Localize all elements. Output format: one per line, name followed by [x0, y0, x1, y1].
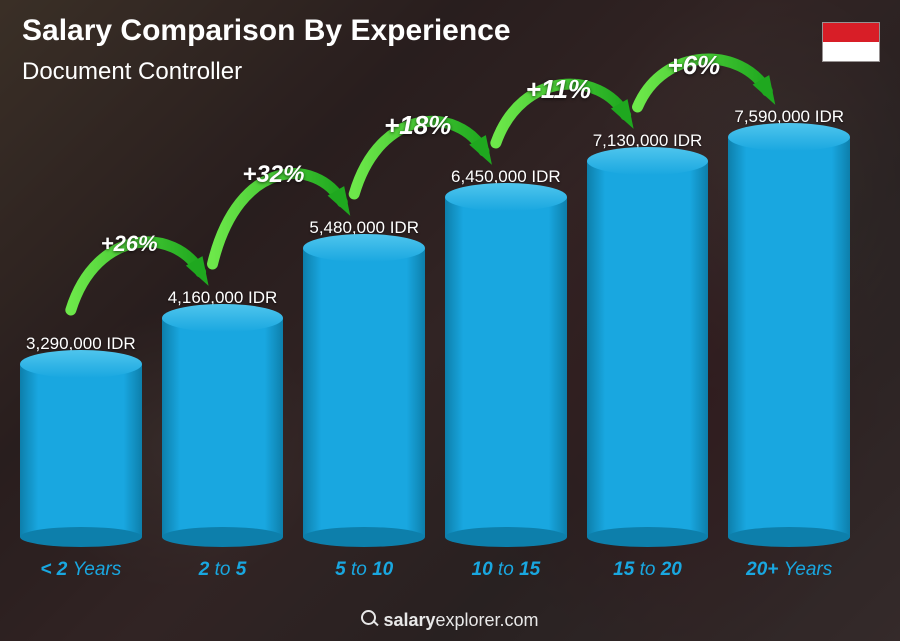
country-flag-indonesia	[822, 22, 880, 62]
bar-chart: 3,290,000 IDR< 2 Years4,160,000 IDR2 to …	[20, 110, 850, 581]
bar-category-label: < 2 Years	[40, 559, 121, 581]
bar-front	[303, 248, 425, 537]
bar-bottom-ellipse	[728, 527, 850, 547]
flag-stripe-top	[823, 23, 879, 42]
bar-top-ellipse	[303, 234, 425, 262]
bar-front	[20, 364, 142, 537]
bar-shape	[303, 248, 425, 537]
bar-category-label: 5 to 10	[335, 559, 393, 581]
bar-category-label: 2 to 5	[199, 559, 247, 581]
growth-pct-label: +11%	[526, 74, 591, 105]
bar-front	[162, 318, 284, 537]
bar-shape	[587, 161, 709, 537]
bar-bottom-ellipse	[303, 527, 425, 547]
bar-2: 5,480,000 IDR5 to 10	[303, 218, 425, 581]
bar-4: 7,130,000 IDR15 to 20	[587, 131, 709, 581]
bar-top-ellipse	[587, 147, 709, 175]
bar-top-ellipse	[445, 183, 567, 211]
bar-category-label: 10 to 15	[472, 559, 541, 581]
bar-shape	[728, 137, 850, 537]
bars-container: 3,290,000 IDR< 2 Years4,160,000 IDR2 to …	[20, 110, 850, 581]
bar-top-ellipse	[728, 123, 850, 151]
bar-top-ellipse	[162, 304, 284, 332]
search-icon	[361, 610, 379, 628]
bar-front	[728, 137, 850, 537]
growth-pct-label: +6%	[667, 50, 720, 81]
bar-bottom-ellipse	[162, 527, 284, 547]
bar-front	[445, 197, 567, 537]
bar-bottom-ellipse	[445, 527, 567, 547]
chart-subtitle: Document Controller	[22, 58, 242, 86]
brand-domain: .com	[500, 610, 539, 630]
bar-bottom-ellipse	[20, 527, 142, 547]
bar-5: 7,590,000 IDR20+ Years	[728, 107, 850, 581]
bar-3: 6,450,000 IDR10 to 15	[445, 167, 567, 581]
bar-bottom-ellipse	[587, 527, 709, 547]
bar-front	[587, 161, 709, 537]
bar-0: 3,290,000 IDR< 2 Years	[20, 334, 142, 581]
footer-branding: salaryexplorer.com	[0, 610, 900, 631]
bar-shape	[162, 318, 284, 537]
brand-bold: salary	[383, 610, 435, 630]
brand-rest: explorer	[436, 610, 500, 630]
bar-category-label: 15 to 20	[613, 559, 682, 581]
bar-shape	[20, 364, 142, 537]
content-layer: Salary Comparison By Experience Document…	[0, 0, 900, 641]
chart-title: Salary Comparison By Experience	[22, 14, 511, 48]
bar-top-ellipse	[20, 350, 142, 378]
flag-stripe-bottom	[823, 42, 879, 61]
bar-category-label: 20+ Years	[746, 559, 832, 581]
bar-shape	[445, 197, 567, 537]
bar-1: 4,160,000 IDR2 to 5	[162, 288, 284, 581]
